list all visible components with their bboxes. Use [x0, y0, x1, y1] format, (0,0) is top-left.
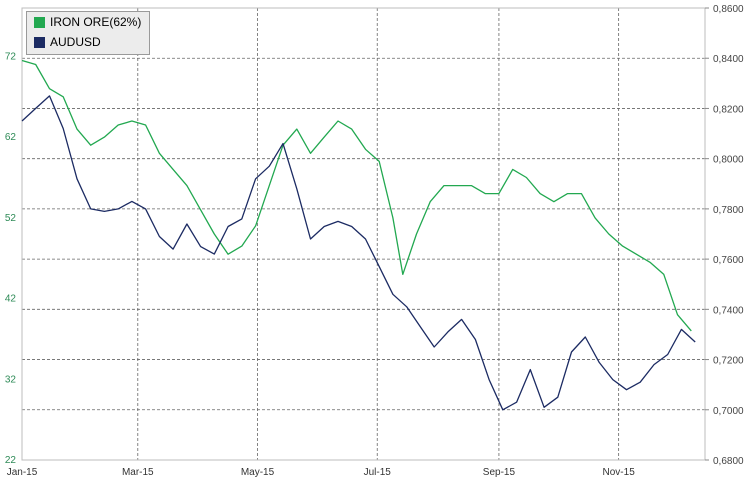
right-axis-tick-label: 0,7800 [713, 205, 744, 216]
legend-swatch-audusd [34, 36, 45, 48]
legend-label-iron-ore: IRON ORE(62%) [50, 15, 142, 29]
left-axis-tick-label: 42 [5, 294, 17, 305]
right-axis-tick-label: 0,7400 [713, 305, 744, 316]
left-axis-tick-label: 52 [5, 213, 17, 224]
x-axis-tick-label: Jan-15 [7, 467, 38, 478]
legend-item-audusd: AUDUSD [27, 32, 149, 52]
axes [21, 7, 709, 461]
x-axis-tick-label: Nov-15 [603, 467, 636, 478]
left-axis-tick-label: 62 [5, 132, 17, 143]
x-axis-tick-label: Sep-15 [483, 467, 516, 478]
series-line-iron-ore [21, 59, 692, 332]
legend: IRON ORE(62%) AUDUSD [26, 11, 150, 55]
gridlines [22, 7, 705, 460]
right-axis-tick-label: 0,6800 [713, 456, 744, 467]
tick-labels: 0,6800 0,7000 0,7200 0,7400 0,7600 0,7800 0,80… [5, 4, 744, 478]
right-axis-tick-label: 0,7600 [713, 255, 744, 266]
legend-swatch-iron-ore [34, 16, 45, 28]
legend-item-iron-ore: IRON ORE(62%) [27, 12, 149, 32]
right-axis-tick-label: 0,7000 [713, 406, 744, 417]
right-axis-tick-label: 0,8400 [713, 54, 744, 65]
right-axis-tick-label: 0,8600 [713, 4, 744, 15]
series-lines [21, 59, 696, 411]
x-axis-tick-label: May-15 [241, 467, 275, 478]
left-axis-tick-label: 32 [5, 374, 17, 385]
series-line-audusd [21, 95, 696, 411]
x-axis-tick-label: Mar-15 [122, 467, 154, 478]
right-axis-tick-label: 0,7200 [713, 356, 744, 367]
left-axis-tick-label: 22 [5, 455, 17, 466]
right-axis-tick-label: 0,8200 [713, 104, 744, 115]
plot-frame [21, 7, 706, 461]
x-axis-tick-label: Jul-15 [364, 467, 392, 478]
legend-label-audusd: AUDUSD [50, 35, 101, 49]
right-axis-tick-label: 0,8000 [713, 155, 744, 166]
left-axis-tick-label: 72 [5, 51, 17, 62]
